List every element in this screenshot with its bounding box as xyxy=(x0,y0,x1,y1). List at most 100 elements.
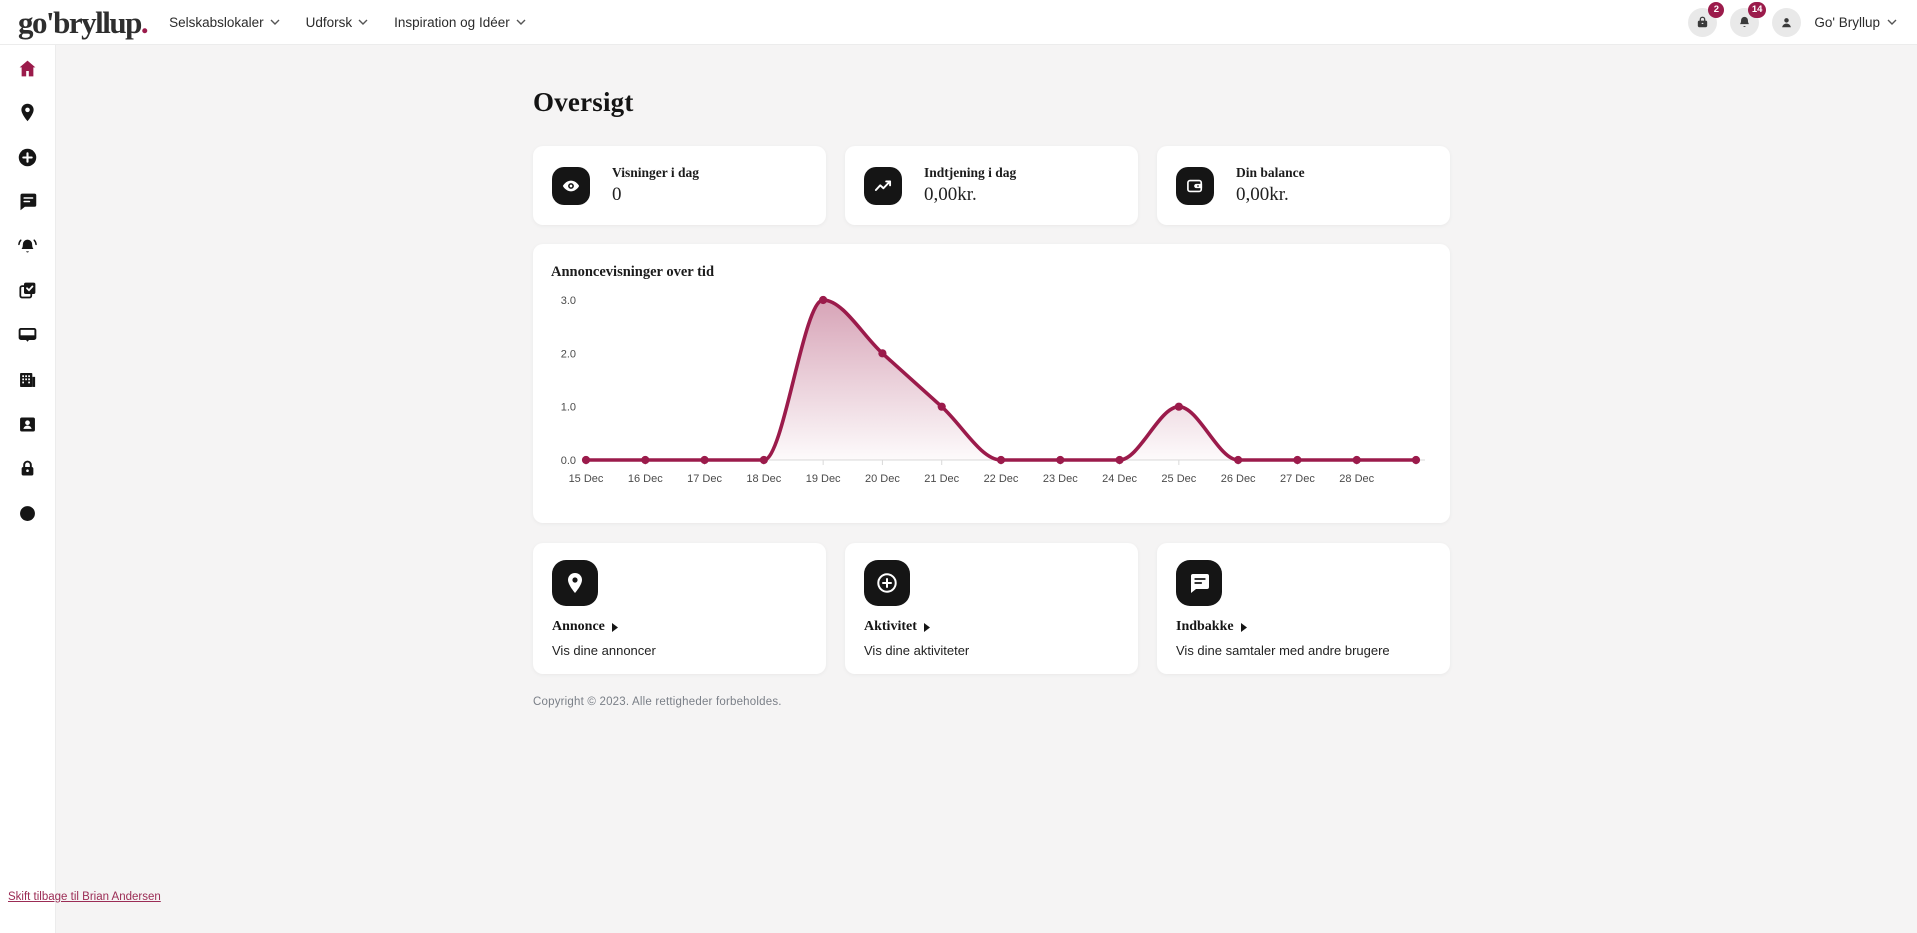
message-square-icon xyxy=(1191,574,1209,593)
notifications-badge: 14 xyxy=(1747,1,1767,18)
impersonation-link[interactable]: Skift tilbage til Brian Andersen xyxy=(8,891,161,903)
arrow-right-icon xyxy=(611,622,618,632)
contact-card-icon xyxy=(20,417,35,431)
chevron-down-icon xyxy=(1887,19,1897,25)
person-icon xyxy=(1782,17,1792,27)
svg-text:22 Dec: 22 Dec xyxy=(984,473,1019,485)
sidebar-item-security[interactable] xyxy=(14,455,42,483)
svg-text:1.0: 1.0 xyxy=(561,402,576,414)
header-actions: 2 14 Go' Bryllup xyxy=(1688,1,1897,37)
shortcut-title-link[interactable]: Indbakke xyxy=(1176,619,1431,635)
map-pin-icon xyxy=(568,573,582,593)
wallet-icon xyxy=(1187,179,1203,192)
page-title: Oversigt xyxy=(533,87,634,117)
user-menu-label: Go' Bryllup xyxy=(1814,14,1880,30)
stat-text: Din balance 0,00kr. xyxy=(1236,165,1305,206)
shortcut-row: Annonce Vis dine annoncer Aktivitet Vis … xyxy=(533,543,1450,674)
shortcut-title: Annonce xyxy=(552,619,605,634)
sidebar-item-map-pin[interactable] xyxy=(14,99,42,127)
chart-title: Annoncevisninger over tid xyxy=(551,264,715,280)
shortcut-card-indbakke[interactable]: Indbakke Vis dine samtaler med andre bru… xyxy=(1157,543,1450,674)
ad-views-chart-svg: 0.0 1.0 2.0 3.0 15 Dec 16 Dec 17 Dec 18 Dec 19 D… xyxy=(561,295,1425,485)
sidebar-item-company[interactable] xyxy=(14,366,42,394)
notifications-button[interactable]: 14 xyxy=(1730,1,1767,37)
brand-logo[interactable]: go'bryllup. xyxy=(18,4,149,40)
nav-label: Inspiration og Idéer xyxy=(394,14,510,30)
plus-circle-icon xyxy=(877,573,897,593)
sidebar-item-board[interactable] xyxy=(14,321,42,349)
message-square-icon xyxy=(20,193,37,211)
svg-text:0.0: 0.0 xyxy=(561,455,576,467)
tasks-check-icon xyxy=(19,282,36,299)
shortcut-card-aktivitet[interactable]: Aktivitet Vis dine aktiviteter xyxy=(845,543,1138,674)
stat-text: Indtjening i dag 0,00kr. xyxy=(924,165,1016,206)
sidebar-item-status[interactable] xyxy=(14,499,42,527)
shortcut-card-annonce[interactable]: Annonce Vis dine annoncer xyxy=(533,543,826,674)
main-area: Oversigt Visninger i dag 0 Indtjening i … xyxy=(56,45,1917,933)
stat-text: Visninger i dag 0 xyxy=(612,165,699,206)
shortcut-subtitle: Vis dine aktiviteter xyxy=(864,643,970,658)
profile-button[interactable] xyxy=(1772,7,1802,37)
svg-text:24 Dec: 24 Dec xyxy=(1102,473,1137,485)
sidebar-item-home[interactable] xyxy=(14,54,42,82)
nav-item-udforsk[interactable]: Udforsk xyxy=(306,15,369,30)
shortcut-icon-box xyxy=(864,560,910,606)
shortcut-icon-box xyxy=(1176,560,1222,606)
svg-text:27 Dec: 27 Dec xyxy=(1280,473,1315,485)
svg-text:25 Dec: 25 Dec xyxy=(1161,473,1196,485)
stat-icon-box xyxy=(552,166,590,205)
stat-label: Indtjening i dag xyxy=(924,165,1017,180)
svg-text:3.0: 3.0 xyxy=(561,295,576,307)
svg-text:2.0: 2.0 xyxy=(561,348,576,360)
svg-text:23 Dec: 23 Dec xyxy=(1043,473,1078,485)
plus-circle-icon xyxy=(18,148,37,166)
user-menu[interactable]: Go' Bryllup xyxy=(1814,15,1897,30)
content-column: Oversigt Visninger i dag 0 Indtjening i … xyxy=(533,45,1450,708)
stat-icon-box xyxy=(864,166,902,205)
home-icon xyxy=(19,60,36,76)
shortcut-subtitle: Vis dine samtaler med andre brugere xyxy=(1176,643,1390,658)
shortcut-subtitle: Vis dine annoncer xyxy=(552,643,656,658)
sidebar-item-messages[interactable] xyxy=(14,188,42,216)
stat-card-balance: Din balance 0,00kr. xyxy=(1157,146,1450,225)
shortcut-title: Aktivitet xyxy=(864,619,917,634)
dot-icon xyxy=(20,505,35,521)
svg-text:28 Dec: 28 Dec xyxy=(1339,473,1374,485)
stat-label: Din balance xyxy=(1236,165,1305,180)
arrow-right-icon xyxy=(1240,622,1247,632)
shortcut-title-link[interactable]: Aktivitet xyxy=(864,619,1119,635)
logo-text: go'bryllup xyxy=(18,4,142,40)
svg-text:21 Dec: 21 Dec xyxy=(924,473,959,485)
chevron-down-icon xyxy=(270,19,280,25)
sidebar-item-create[interactable] xyxy=(14,143,42,171)
ad-views-chart: 0.0 1.0 2.0 3.0 15 Dec 16 Dec 17 Dec 18 Dec 19 D… xyxy=(551,285,1432,504)
sidebar-item-tasks[interactable] xyxy=(14,277,42,305)
cart-badge: 2 xyxy=(1708,1,1725,18)
svg-text:26 Dec: 26 Dec xyxy=(1221,473,1256,485)
sidebar-item-contacts[interactable] xyxy=(14,410,42,438)
shortcut-title: Indbakke xyxy=(1176,619,1234,634)
svg-text:16 Dec: 16 Dec xyxy=(628,473,663,485)
map-pin-icon xyxy=(21,103,34,122)
shortcut-title-link[interactable]: Annonce xyxy=(552,619,807,635)
ad-views-chart-card: Annoncevisninger over tid 0.0 1.0 2.0 3.0 15… xyxy=(533,244,1450,523)
nav-label: Selskabslokaler xyxy=(169,14,264,30)
sidebar-item-notifications[interactable] xyxy=(14,232,42,260)
bell-ring-icon xyxy=(18,238,37,252)
logo-dot: . xyxy=(140,4,149,40)
arrow-right-icon xyxy=(923,622,930,632)
chevron-down-icon xyxy=(516,19,526,25)
shopping-bag-icon xyxy=(1698,16,1708,27)
stat-card-views: Visninger i dag 0 xyxy=(533,146,826,225)
svg-text:18 Dec: 18 Dec xyxy=(746,473,781,485)
stat-value: 0 xyxy=(612,184,622,205)
nav-label: Udforsk xyxy=(305,14,353,30)
nav-item-selskabslokaler[interactable]: Selskabslokaler xyxy=(169,15,280,30)
nav-item-inspiration[interactable]: Inspiration og Idéer xyxy=(394,15,526,30)
stat-label: Visninger i dag xyxy=(612,165,700,180)
stats-row: Visninger i dag 0 Indtjening i dag 0,00k… xyxy=(533,146,1450,225)
chevron-down-icon xyxy=(358,19,368,25)
shortcut-icon-box xyxy=(552,560,598,606)
cart-button[interactable]: 2 xyxy=(1688,1,1725,37)
main-nav: Selskabslokaler Udforsk Inspiration og I… xyxy=(169,15,526,30)
